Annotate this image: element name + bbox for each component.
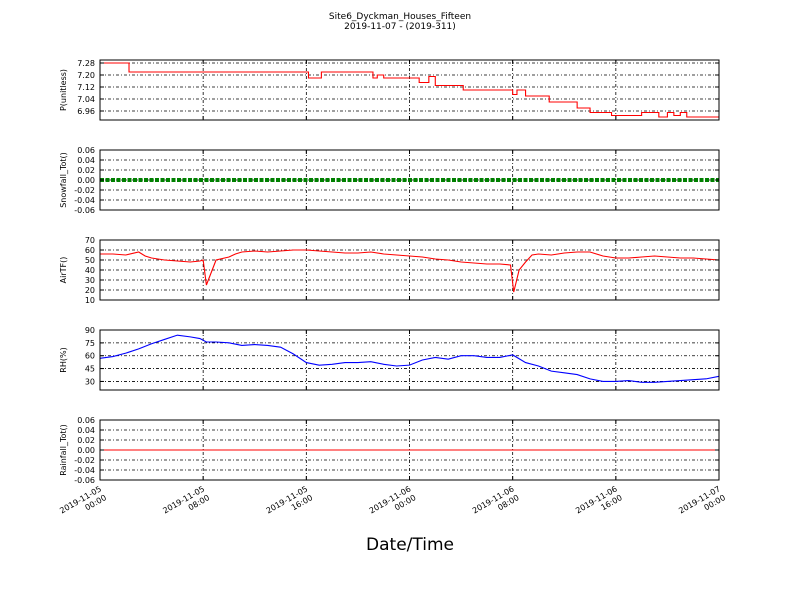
y-tick-label: 30 (85, 377, 95, 386)
y-tick-label: 7.12 (77, 83, 95, 92)
y-tick-label: -0.04 (74, 466, 95, 475)
y-tick-label: 0.02 (77, 436, 95, 445)
y-tick-label: 7.20 (77, 71, 95, 80)
y-tick-label: 0.00 (77, 176, 95, 185)
y-tick-label: -0.02 (74, 186, 95, 195)
series-line (100, 62, 719, 118)
panel-3: 90 75 60 45 30 RH(%) (59, 326, 720, 391)
y-tick-label: 50 (85, 256, 95, 265)
y-axis-label: AirTF() (59, 257, 68, 284)
panel-0: 7.28 7.20 7.12 7.04 6.96 P(unitless) (59, 59, 720, 121)
y-tick-label: 6.96 (77, 107, 95, 116)
series-line (99, 334, 720, 383)
chart-title: Site6_Dyckman_Houses_Fifteen (329, 12, 471, 22)
y-tick-label: 0.06 (77, 146, 95, 155)
y-tick-label: 0.04 (77, 426, 95, 435)
y-tick-label: 75 (85, 339, 95, 348)
panel-1: 0.060.040.020.00-0.02-0.04-0.06 Snowfall_… (59, 146, 720, 215)
y-tick-label: 70 (85, 236, 95, 245)
y-axis-label: P(unitless) (59, 69, 68, 111)
y-tick-label: -0.02 (74, 456, 95, 465)
x-axis-label: Date/Time (366, 535, 454, 555)
y-tick-label: 20 (85, 286, 95, 295)
y-tick-label: 30 (85, 276, 95, 285)
y-tick-label: 60 (85, 246, 95, 255)
y-tick-label: 7.04 (77, 95, 95, 104)
y-axis-label: Rainfall_Tot() (59, 424, 68, 476)
y-tick-label: 0.00 (77, 446, 95, 455)
y-tick-label: 90 (85, 326, 95, 335)
panel-4: 0.060.040.020.00-0.02-0.04-0.06 Rainfall_… (59, 416, 720, 485)
y-tick-label: 0.06 (77, 416, 95, 425)
y-axis-label: RH(%) (59, 347, 68, 372)
y-tick-label: 40 (85, 266, 95, 275)
y-tick-label: 0.04 (77, 156, 95, 165)
y-tick-label: 7.28 (77, 59, 95, 68)
y-tick-label: 60 (85, 352, 95, 361)
y-tick-label: -0.06 (74, 206, 95, 215)
y-tick-label: -0.04 (74, 196, 95, 205)
y-tick-label: -0.06 (74, 476, 95, 485)
y-tick-label: 45 (85, 365, 95, 374)
panels-group: 7.287.207.127.046.96P(unitless)0.060.040… (59, 59, 720, 485)
y-axis-label: Snowfall_Tot() (59, 152, 68, 208)
series-line (100, 249, 720, 293)
y-tick-label: 0.02 (77, 166, 95, 175)
chart-subtitle: 2019-11-07 - (2019-311) (344, 22, 456, 32)
y-tick-label: 10 (85, 296, 95, 305)
